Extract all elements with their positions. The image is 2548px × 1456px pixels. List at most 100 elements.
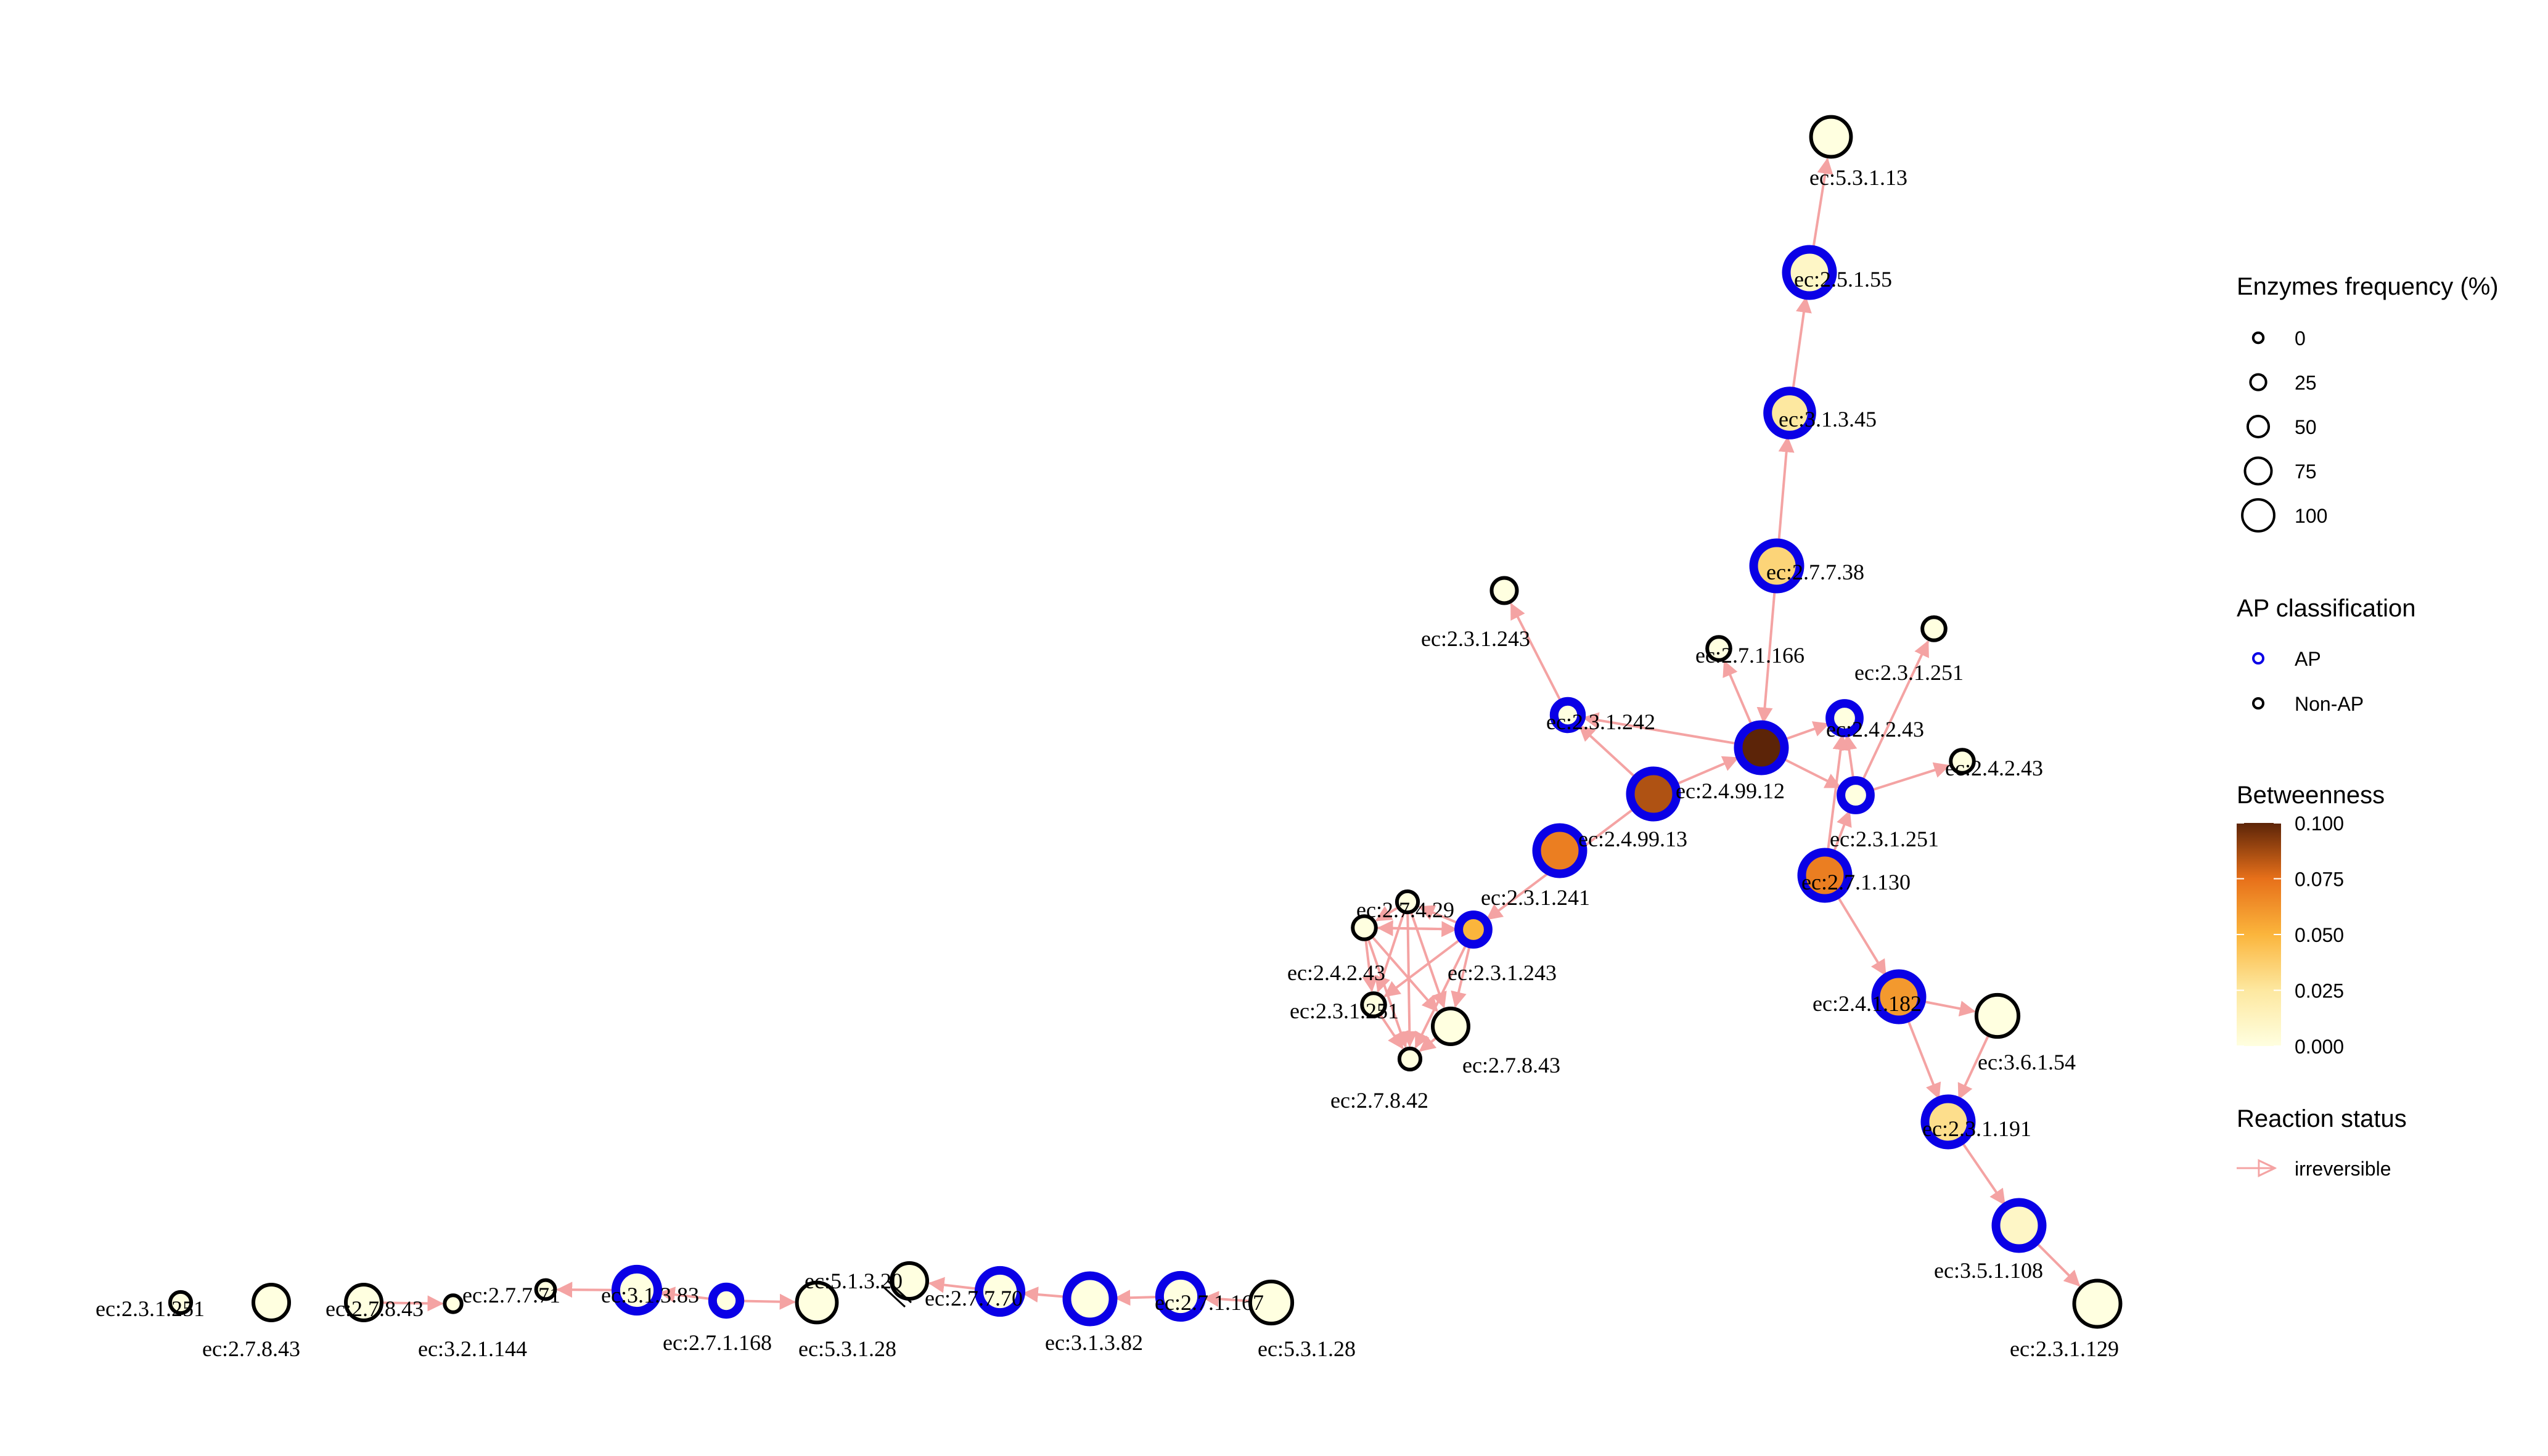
node-label: ec:2.3.1.251 — [1830, 827, 1939, 851]
legend-frequency-label: 50 — [2295, 416, 2317, 438]
node-label: ec:2.7.7.71 — [462, 1283, 560, 1307]
legend-betweenness: Betweenness 0.100 0.075 0.050 0.025 0.000 — [2237, 782, 2385, 1058]
legend-betweenness-title: Betweenness — [2237, 782, 2385, 809]
node-n35[interactable] — [890, 1261, 929, 1301]
edge-n04-n03 — [1777, 436, 1795, 542]
node-label: ec:2.7.4.29 — [1356, 898, 1454, 922]
node-label: ec:2.7.8.42 — [1330, 1088, 1428, 1113]
node-n33[interactable] — [708, 1282, 745, 1319]
node-n10[interactable] — [1734, 720, 1789, 775]
node-n06[interactable] — [1705, 635, 1732, 662]
legend-ap-swatch — [2252, 652, 2264, 665]
node-label: ec:2.7.7.70 — [925, 1286, 1023, 1311]
node-n04[interactable] — [1749, 538, 1804, 594]
node-n37[interactable] — [1062, 1271, 1118, 1327]
node-label: ec:2.7.1.167 — [1155, 1290, 1264, 1315]
legend-frequency-swatch — [2246, 414, 2271, 439]
edges-layer — [382, 157, 2081, 1312]
edge-n14-n22 — [1836, 895, 1887, 976]
edge-n10-n06 — [1723, 660, 1753, 726]
node-n29[interactable] — [344, 1283, 383, 1322]
node-label: ec:2.7.8.43 — [202, 1336, 300, 1361]
node-n27[interactable] — [168, 1290, 194, 1315]
node-label: ec:2.4.99.13 — [1578, 827, 1687, 851]
node-label: ec:3.1.3.82 — [1045, 1330, 1143, 1355]
node-n26[interactable] — [2072, 1278, 2123, 1329]
node-n32[interactable] — [611, 1264, 663, 1316]
node-label: ec:2.7.7.38 — [1766, 560, 1864, 584]
node-n24[interactable] — [1920, 1094, 1976, 1150]
node-n13[interactable] — [1837, 776, 1875, 814]
node-n03[interactable] — [1763, 386, 1816, 440]
node-label: ec:2.3.1.243 — [1448, 960, 1557, 985]
labels-layer: ec:5.3.1.13 ec:2.5.1.55 ec:3.1.3.45 ec:2.7.… — [96, 165, 2119, 1361]
legend-frequency-label: 100 — [2295, 505, 2327, 527]
node-n34[interactable] — [795, 1280, 839, 1325]
edge-n24-n25 — [1960, 1141, 2006, 1206]
node-label: ec:3.5.1.108 — [1934, 1258, 2043, 1283]
legend-frequency-label: 0 — [2295, 327, 2306, 350]
node-n02[interactable] — [1782, 245, 1837, 300]
node-n22[interactable] — [1871, 969, 1927, 1025]
node-n28[interactable] — [252, 1283, 291, 1322]
node-n07[interactable] — [1920, 615, 1948, 642]
edge-n22-n24 — [1906, 1019, 1941, 1100]
edge-n13-n07 — [1861, 640, 1930, 782]
node-n23[interactable] — [1974, 992, 2021, 1039]
node-label: ec:2.7.1.130 — [1801, 870, 1911, 894]
edge-n04-n10 — [1756, 590, 1776, 724]
node-label: ec:2.3.1.251 — [1854, 660, 1964, 685]
node-n15[interactable] — [1532, 823, 1587, 878]
legend-ap-label: Non-AP — [2295, 693, 2364, 715]
node-label: ec:2.3.1.242 — [1546, 710, 1655, 734]
node-label: ec:2.7.1.166 — [1695, 643, 1804, 668]
edge-n12-n08 — [1578, 725, 1637, 779]
node-n21[interactable] — [1397, 1046, 1423, 1072]
edge-n08-n05 — [1510, 602, 1562, 703]
edge-n03-n02 — [1792, 296, 1812, 390]
edge-n17-n19 — [1362, 940, 1378, 992]
edge-n14-n09 — [1826, 734, 1849, 852]
node-n16[interactable] — [1395, 889, 1420, 915]
node-n19[interactable] — [1360, 991, 1387, 1018]
legend-ap-items: AP Non-AP — [2252, 648, 2364, 715]
node-n30[interactable] — [443, 1293, 464, 1314]
node-label: ec:2.4.2.43 — [1945, 756, 2043, 780]
node-n11[interactable] — [1949, 748, 1976, 775]
node-n09[interactable] — [1825, 699, 1864, 737]
edge-n17-n21 — [1367, 939, 1409, 1049]
edge-n13-n09 — [1841, 734, 1858, 780]
node-n39[interactable] — [1248, 1279, 1295, 1326]
legend-ap: AP classification AP Non-AP — [2237, 595, 2416, 715]
legend-frequency-swatch — [2243, 456, 2273, 486]
edge-n36-n35 — [928, 1277, 978, 1293]
edge-n02-n01 — [1812, 157, 1833, 249]
node-n36[interactable] — [974, 1266, 1026, 1317]
node-n08[interactable] — [1549, 697, 1586, 734]
node-n01[interactable] — [1809, 115, 1853, 159]
legend-reaction-items: irreversible — [2237, 1158, 2391, 1180]
legend: Enzymes frequency (%) 0 25 50 75 100 AP clas… — [2237, 273, 2499, 1180]
node-n18[interactable] — [1454, 910, 1493, 949]
node-label: ec:5.3.1.28 — [798, 1336, 896, 1361]
node-label: ec:3.1.3.45 — [1779, 407, 1877, 431]
node-n05[interactable] — [1489, 576, 1519, 605]
edge-n23-n24 — [1957, 1035, 1989, 1100]
node-n25[interactable] — [1991, 1198, 2047, 1253]
legend-betweenness-tick-label: 0.050 — [2295, 924, 2344, 946]
edge-n10-n13 — [1782, 757, 1842, 789]
node-label: ec:3.2.1.144 — [418, 1336, 527, 1361]
edge-n38-n37 — [1114, 1290, 1158, 1306]
edge-n16-n20 — [1410, 912, 1447, 1008]
node-n38[interactable] — [1155, 1270, 1206, 1322]
edge-n18-n20 — [1451, 944, 1472, 1008]
edge-n33-n32 — [658, 1286, 712, 1303]
legend-reaction-title: Reaction status — [2237, 1105, 2407, 1132]
node-n31[interactable] — [534, 1278, 557, 1301]
node-n14[interactable] — [1797, 848, 1853, 903]
node-n20[interactable] — [1431, 1007, 1470, 1046]
node-n17[interactable] — [1351, 914, 1378, 941]
node-label: ec:2.3.1.251 — [1290, 999, 1399, 1023]
node-n12[interactable] — [1626, 766, 1681, 822]
